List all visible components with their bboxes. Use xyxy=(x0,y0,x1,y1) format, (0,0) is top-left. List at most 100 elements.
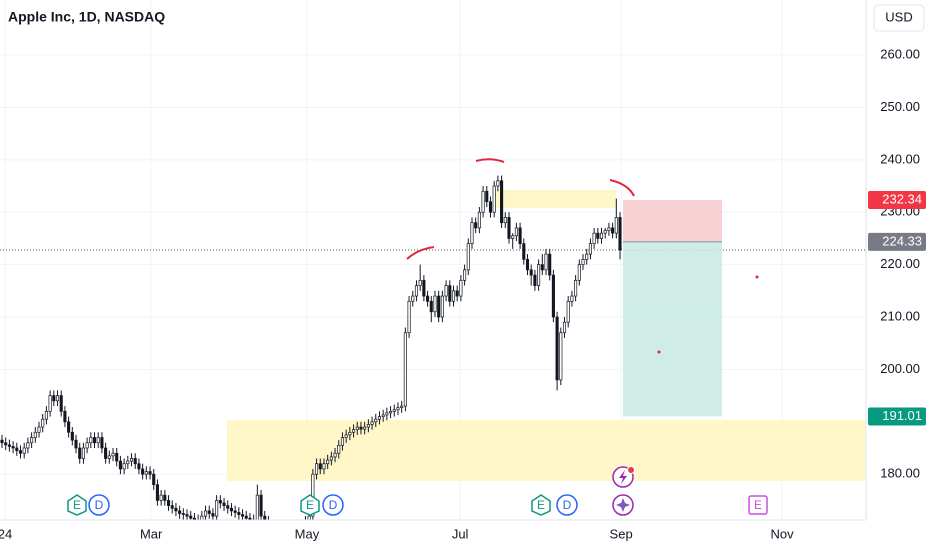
candle-body xyxy=(271,527,273,529)
drawing-arc xyxy=(406,246,435,260)
candle-body xyxy=(185,514,189,517)
candle-body xyxy=(503,217,507,224)
candle-body xyxy=(22,447,26,454)
position-tool xyxy=(623,199,722,417)
y-tick-label: 240.00 xyxy=(880,151,920,166)
x-tick-label: Nov xyxy=(771,526,795,541)
candle-body xyxy=(307,515,311,520)
candle-body xyxy=(89,437,93,444)
candle-body xyxy=(581,259,585,265)
candle-body xyxy=(203,510,208,517)
candle-body xyxy=(286,528,288,530)
candle-body xyxy=(282,530,284,532)
candle-body xyxy=(429,300,433,313)
price-label: 191.01 xyxy=(882,408,922,423)
candle-body xyxy=(96,437,100,444)
candle-body xyxy=(337,445,341,454)
axes: 180.00200.00210.00220.00230.00240.00250.… xyxy=(0,46,926,541)
candle-body xyxy=(70,431,74,441)
candle-body xyxy=(15,447,19,451)
candle-body xyxy=(455,290,459,297)
candle-body xyxy=(537,264,541,286)
event-icon[interactable] xyxy=(748,495,768,515)
candle-body xyxy=(275,528,277,530)
candle-body xyxy=(574,279,578,297)
event-icon[interactable] xyxy=(300,494,320,516)
chart-title: Apple Inc, 1D, NASDAQ xyxy=(8,9,165,25)
candle-body xyxy=(496,180,500,187)
candle-body xyxy=(363,426,367,430)
event-icon[interactable] xyxy=(88,494,110,516)
event-icon[interactable] xyxy=(556,494,578,516)
y-tick-label: 210.00 xyxy=(880,308,920,323)
candle-body xyxy=(418,279,422,286)
candle-body xyxy=(44,410,48,420)
resistance-zone xyxy=(494,190,616,208)
candle-body xyxy=(596,232,600,239)
x-tick-label: 24 xyxy=(0,526,12,541)
candle-body xyxy=(326,459,330,465)
candle-body xyxy=(396,407,400,411)
candle-body xyxy=(222,502,226,506)
lightning xyxy=(619,470,627,484)
price-label-box xyxy=(868,190,926,209)
plot xyxy=(0,158,866,532)
y-tick-label: 260.00 xyxy=(880,46,920,61)
candle-body xyxy=(267,521,269,526)
candle-body xyxy=(59,395,63,412)
candle-body xyxy=(466,243,470,271)
event-label: E xyxy=(73,498,81,512)
candle-body xyxy=(422,279,426,297)
candle-body xyxy=(614,217,618,234)
candle-body xyxy=(4,442,8,446)
candle-body xyxy=(100,437,104,449)
stop-zone xyxy=(623,199,722,242)
candle-body xyxy=(170,505,174,509)
price-label-box xyxy=(868,232,926,251)
target-zone xyxy=(623,241,722,417)
candle-body xyxy=(137,463,141,470)
candle-body xyxy=(244,515,248,519)
candle-body xyxy=(74,439,78,449)
x-tick-label: Jul xyxy=(452,526,469,541)
candle-body xyxy=(444,285,448,297)
candle-body xyxy=(255,494,259,520)
candle-body xyxy=(233,510,237,513)
candle-body xyxy=(107,455,111,459)
candle-body xyxy=(315,463,319,475)
dot xyxy=(657,350,661,354)
candle-body xyxy=(218,500,222,504)
candle-body xyxy=(163,494,167,501)
candle-body xyxy=(477,211,481,229)
candle-body xyxy=(459,279,463,297)
candle-body xyxy=(115,452,119,462)
candle-body xyxy=(211,513,215,517)
candle-body xyxy=(374,418,378,423)
candle-body xyxy=(33,431,37,438)
candle-body xyxy=(485,190,489,203)
candle-body xyxy=(403,332,407,407)
candle-body xyxy=(488,201,493,213)
candle-body xyxy=(592,232,596,245)
event-label: E xyxy=(754,498,762,512)
candle-body xyxy=(470,222,474,245)
candle-body xyxy=(548,253,552,276)
candle-body xyxy=(588,243,592,255)
candle-body xyxy=(440,295,444,318)
currency-button[interactable] xyxy=(873,4,925,32)
candles xyxy=(0,175,622,532)
candle-body xyxy=(540,264,544,271)
candle-body xyxy=(492,185,496,213)
candle-body xyxy=(148,471,152,475)
event-icon[interactable] xyxy=(67,494,87,516)
candle-body xyxy=(237,512,241,515)
candle-body xyxy=(511,235,515,239)
candle-body xyxy=(48,395,52,412)
candle-body xyxy=(437,295,441,318)
star xyxy=(616,498,630,512)
candle-body xyxy=(81,447,85,459)
event-icon[interactable] xyxy=(531,494,551,516)
event-icon[interactable] xyxy=(322,494,344,516)
